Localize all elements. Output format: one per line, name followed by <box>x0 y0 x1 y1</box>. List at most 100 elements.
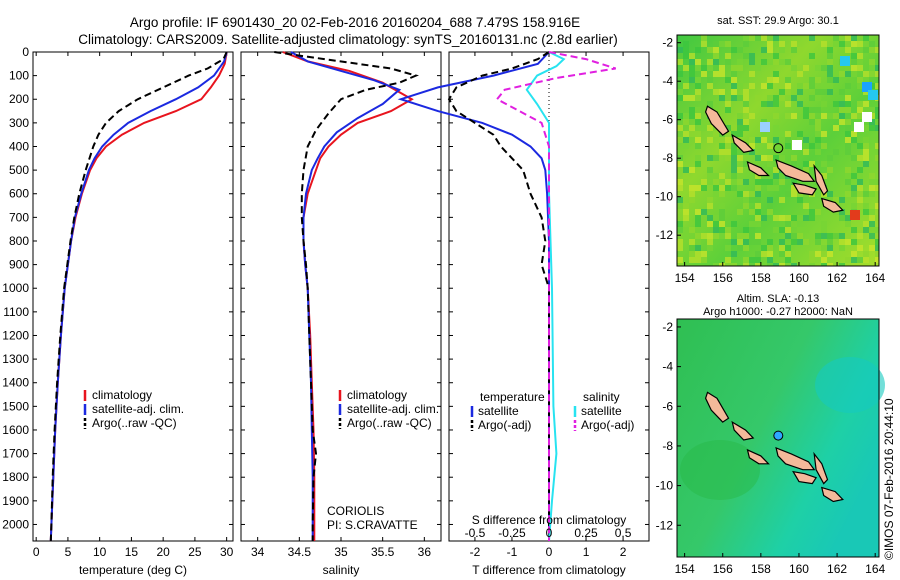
sst-cell <box>779 83 785 89</box>
sst-cell <box>809 251 815 257</box>
sst-cell <box>683 227 689 233</box>
sst-cell <box>707 125 713 131</box>
sst-cell <box>833 263 839 266</box>
sst-cell <box>773 35 779 41</box>
sst-cell <box>695 89 701 95</box>
sst-cell <box>707 239 713 245</box>
sst-cell <box>755 137 761 143</box>
y-tick-label: 1300 <box>2 352 29 366</box>
sst-cell <box>677 239 683 245</box>
sst-cell <box>689 125 695 131</box>
sst-cell <box>869 71 875 77</box>
sst-cell <box>845 137 851 143</box>
sst-cell <box>869 221 875 227</box>
sst-cell <box>731 221 737 227</box>
sst-cell <box>719 233 725 239</box>
sst-cell <box>749 233 755 239</box>
sst-cell <box>773 167 779 173</box>
map-x-tick-label: 164 <box>865 271 885 285</box>
island <box>704 391 730 423</box>
sst-cell <box>760 122 770 132</box>
sst-cell <box>695 83 701 89</box>
sst-cell <box>677 221 683 227</box>
sst-cell <box>809 77 815 83</box>
map-y-tick-label: -6 <box>662 113 673 127</box>
sst-cell <box>689 257 695 263</box>
sst-cell <box>755 203 761 209</box>
sst-cell <box>863 203 869 209</box>
series-line-argo--adj- <box>495 51 617 541</box>
sst-cell <box>755 239 761 245</box>
sst-cell <box>761 131 767 137</box>
sst-cell <box>875 185 879 191</box>
sst-cell <box>779 251 785 257</box>
y-tick-label: 1500 <box>2 399 29 413</box>
sst-cell <box>713 101 719 107</box>
sst-cell <box>683 131 689 137</box>
sst-cell <box>719 71 725 77</box>
sst-cell <box>857 179 863 185</box>
sst-cell <box>689 251 695 257</box>
sst-cell <box>683 53 689 59</box>
sst-cell <box>791 113 797 119</box>
sst-cell <box>791 191 797 197</box>
sst-cell <box>749 239 755 245</box>
sst-cell <box>695 65 701 71</box>
map-x-tick-label: 160 <box>789 271 809 285</box>
sst-cell <box>689 71 695 77</box>
sst-cell <box>833 197 839 203</box>
sst-cell <box>803 149 809 155</box>
sst-cell <box>875 71 879 77</box>
sst-cell <box>797 83 803 89</box>
sst-cell <box>713 233 719 239</box>
x-tick-label: 5 <box>65 545 72 559</box>
sst-cell <box>863 251 869 257</box>
sst-cell <box>827 113 833 119</box>
sst-cell <box>839 239 845 245</box>
sst-cell <box>845 221 851 227</box>
sst-cell <box>845 95 851 101</box>
sst-cell <box>851 239 857 245</box>
sst-cell <box>875 245 879 251</box>
sst-cell <box>773 131 779 137</box>
sst-cell <box>839 245 845 251</box>
sst-cell <box>749 149 755 155</box>
sst-cell <box>815 107 821 113</box>
sst-cell <box>785 113 791 119</box>
sst-cell <box>719 41 725 47</box>
sst-cell <box>875 239 879 245</box>
y-tick-label: 1100 <box>3 305 29 319</box>
sst-cell <box>851 53 857 59</box>
sst-cell <box>689 95 695 101</box>
sst-cell <box>695 245 701 251</box>
sst-cell <box>725 59 731 65</box>
sst-cell <box>875 155 879 161</box>
salinity-panel: 34 34.5 35 35.5 36 salinity climatologysatelli… <box>240 51 442 577</box>
sst-cell <box>809 209 815 215</box>
sst-cell <box>695 233 701 239</box>
sst-cell <box>815 131 821 137</box>
sst-cell <box>821 101 827 107</box>
sst-cell <box>857 227 863 233</box>
sst-cell <box>731 65 737 71</box>
sst-cell <box>779 197 785 203</box>
sst-cell <box>725 179 731 185</box>
sst-cell <box>737 131 743 137</box>
sst-cell <box>875 227 879 233</box>
sst-cell <box>695 221 701 227</box>
x-tick-label: -2 <box>470 545 481 559</box>
sst-cell <box>737 149 743 155</box>
sst-cell <box>683 173 689 179</box>
y-tick-label: 1600 <box>2 423 29 437</box>
sst-cell <box>689 131 695 137</box>
sst-cell <box>761 179 767 185</box>
sst-cell <box>773 173 779 179</box>
sst-cell <box>755 155 761 161</box>
sst-cell <box>731 143 737 149</box>
sst-cell <box>677 257 683 263</box>
sst-cell <box>749 35 755 41</box>
sst-cell <box>743 179 749 185</box>
sst-cell <box>713 179 719 185</box>
sst-cell <box>707 179 713 185</box>
sst-cell <box>749 53 755 59</box>
